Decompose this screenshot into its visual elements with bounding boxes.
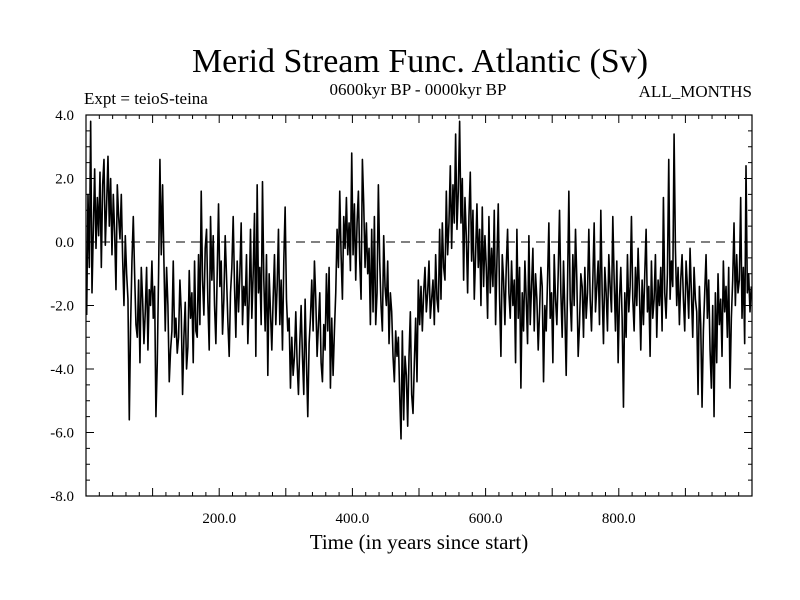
x-tick-label: 600.0 (469, 511, 503, 527)
x-axis-label: Time (in years since start) (310, 530, 529, 554)
months-label: ALL_MONTHS (639, 82, 752, 101)
y-tick-label: -4.0 (50, 362, 74, 378)
series-line (85, 120, 753, 440)
y-tick-label: -2.0 (50, 299, 74, 315)
y-tick-label: -8.0 (50, 489, 74, 505)
chart-title: Merid Stream Func. Atlantic (Sv) (192, 43, 648, 80)
y-tick-label: -6.0 (50, 426, 74, 442)
experiment-label: Expt = teioS-teina (84, 89, 208, 108)
y-tick-label: 0.0 (55, 235, 74, 251)
y-tick-label: 2.0 (55, 172, 74, 188)
x-tick-label: 800.0 (602, 511, 636, 527)
y-tick-label: 4.0 (55, 108, 74, 124)
x-tick-labels: 200.0 400.0 600.0 800.0 (202, 511, 635, 527)
time-range-label: 0600kyr BP - 0000kyr BP (330, 80, 507, 99)
x-tick-label: 400.0 (336, 511, 370, 527)
x-tick-label: 200.0 (202, 511, 236, 527)
y-tick-labels: 4.0 2.0 0.0 -2.0 -4.0 -6.0 -8.0 (50, 108, 74, 505)
series-group (85, 120, 753, 440)
